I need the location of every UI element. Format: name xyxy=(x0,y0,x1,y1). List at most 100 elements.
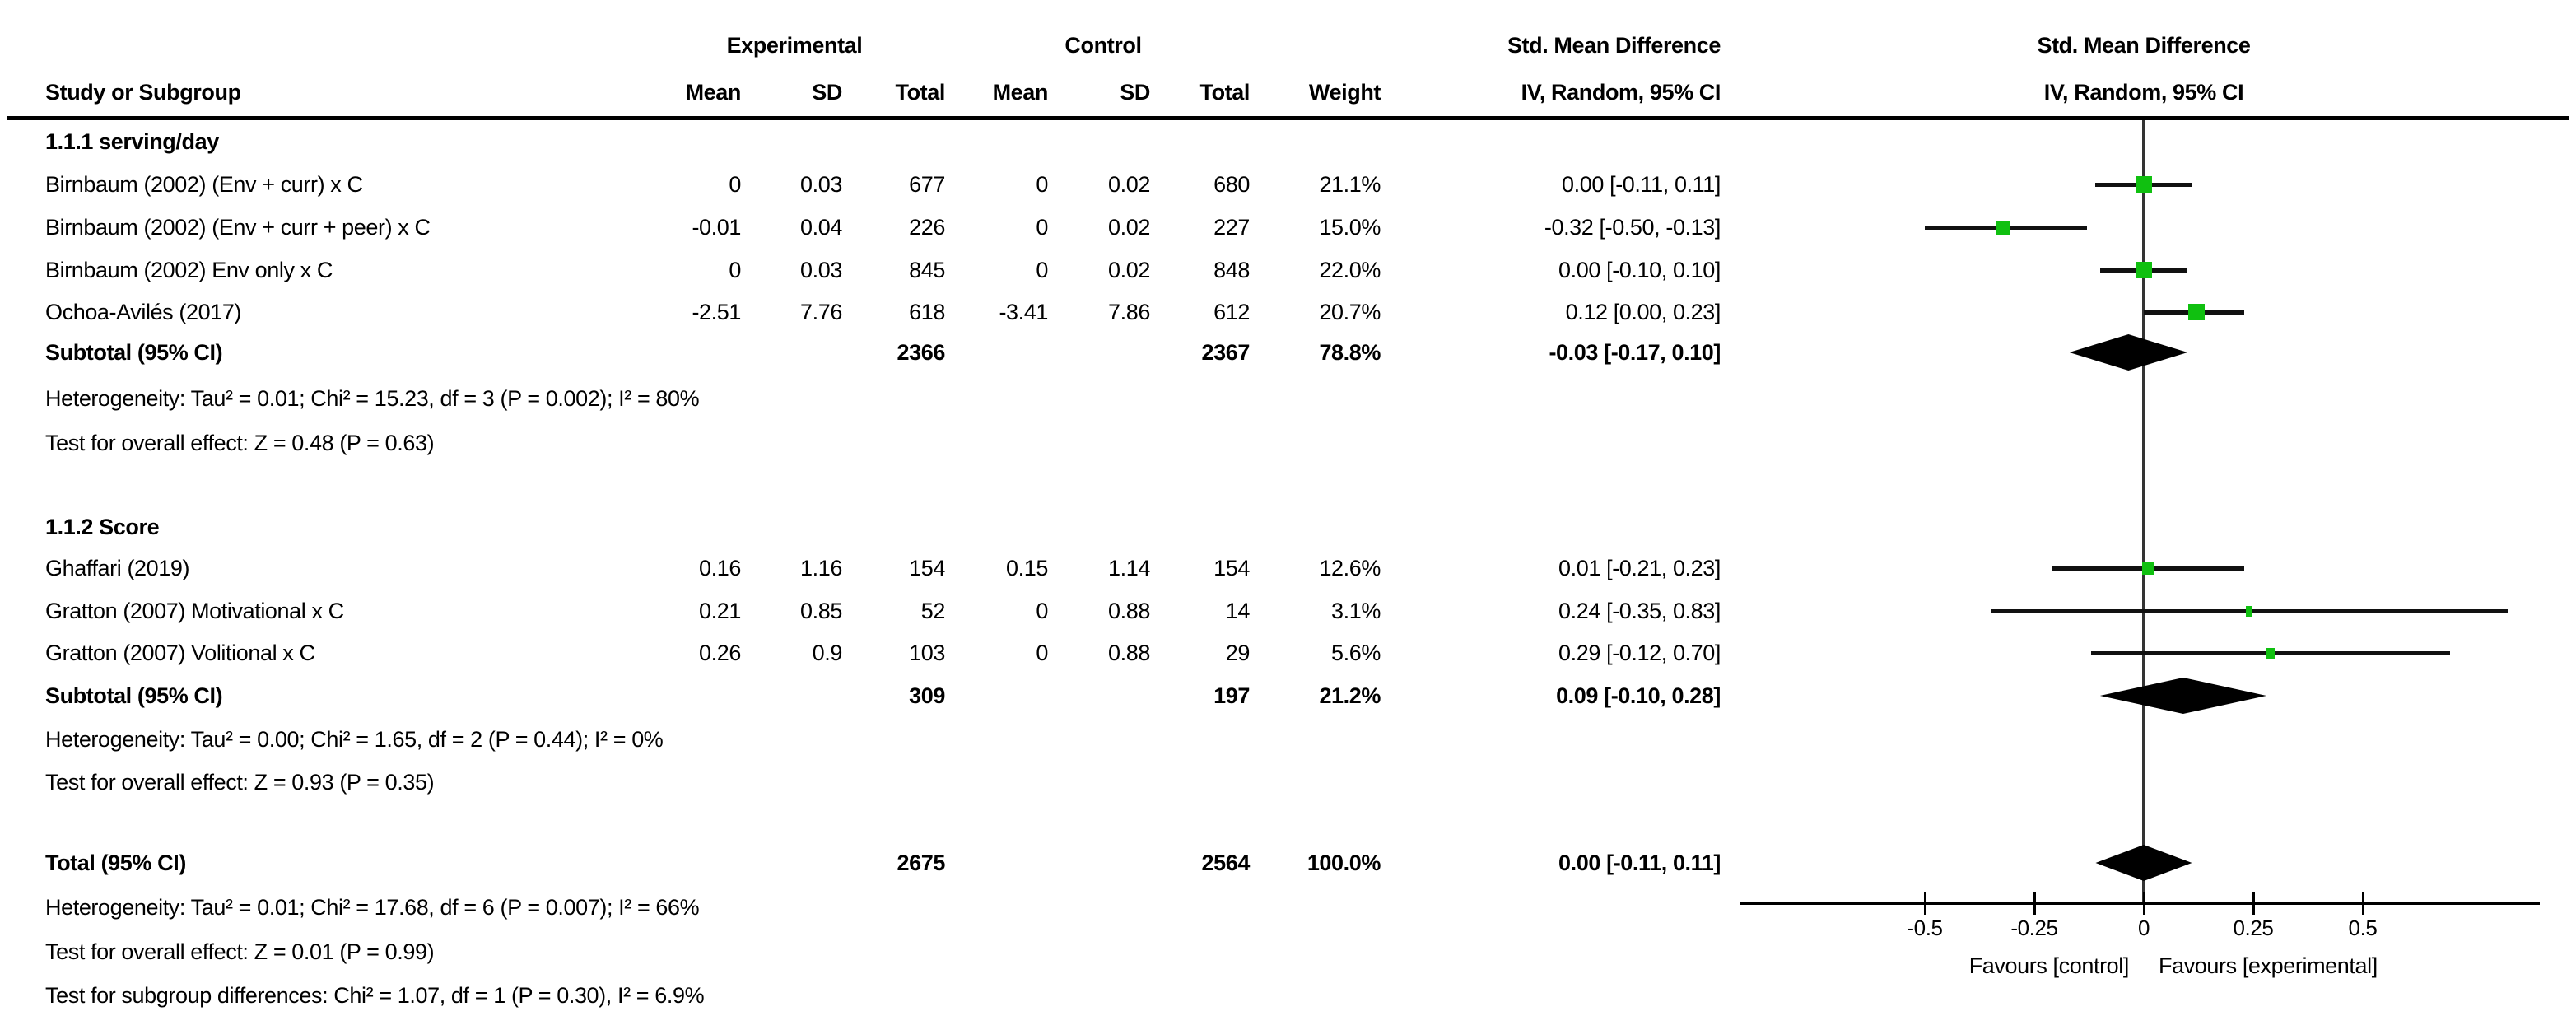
exp-mean: 0.21 xyxy=(699,599,741,623)
x-axis-tick xyxy=(2142,892,2145,915)
heterogeneity-line: Heterogeneity: Tau² = 0.01; Chi² = 17.68… xyxy=(0,893,2576,921)
study-label: Birnbaum (2002) Env only x C xyxy=(45,258,333,282)
ctrl-total: 848 xyxy=(1213,258,1250,282)
exp-sd: 0.9 xyxy=(812,641,843,665)
subgroup-heading-label: 1.1.2 Score xyxy=(45,515,160,539)
overall-effect-line: Test for overall effect: Z = 0.48 (P = 0… xyxy=(0,429,2576,457)
favours-control-label: Favours [control] xyxy=(1968,953,2130,978)
header-divider-rule xyxy=(7,116,2569,120)
weight: 21.1% xyxy=(1319,172,1381,197)
zero-line xyxy=(2142,120,2145,903)
col-iv-right: IV, Random, 95% CI xyxy=(2043,80,2244,105)
ctrl-sd: 0.02 xyxy=(1108,258,1150,282)
exp-total: 618 xyxy=(909,300,945,324)
ctrl-mean: -3.41 xyxy=(999,300,1048,324)
ctrl-total: 612 xyxy=(1213,300,1250,324)
overall-effect-text: Test for overall effect: Z = 0.01 (P = 0… xyxy=(45,939,435,964)
col-study-or-subgroup: Study or Subgroup xyxy=(45,80,241,105)
effect-square xyxy=(2136,176,2152,193)
header-smd-right: Std. Mean Difference xyxy=(2037,33,2251,58)
subtotal-row: Subtotal (95% CI) 309 197 21.2% 0.09 [-0… xyxy=(0,682,2576,710)
x-axis-tick-label: -0.25 xyxy=(2010,916,2058,940)
total-row: Total (95% CI) 2675 2564 100.0% 0.00 [-0… xyxy=(0,849,2576,877)
x-axis-tick xyxy=(1923,892,1926,915)
weight: 3.1% xyxy=(1331,599,1381,623)
exp-sd: 1.16 xyxy=(800,556,842,580)
ctrl-mean: 0.15 xyxy=(1006,556,1048,580)
header-group-row: Experimental Control Std. Mean Differenc… xyxy=(0,31,2576,59)
ci-text: -0.03 [-0.17, 0.10] xyxy=(1549,340,1721,365)
ci-text: 0.29 [-0.12, 0.70] xyxy=(1558,641,1721,665)
exp-mean: 0.26 xyxy=(699,641,741,665)
exp-sd: 0.03 xyxy=(800,258,842,282)
total-label: Total (95% CI) xyxy=(45,851,186,875)
subgroup-heading-label: 1.1.1 serving/day xyxy=(45,129,219,154)
weight: 78.8% xyxy=(1319,340,1381,365)
heterogeneity-text: Heterogeneity: Tau² = 0.00; Chi² = 1.65,… xyxy=(45,727,664,752)
table-row: Gratton (2007) Volitional x C 0.26 0.9 1… xyxy=(0,639,2576,667)
heterogeneity-line: Heterogeneity: Tau² = 0.00; Chi² = 1.65,… xyxy=(0,725,2576,753)
study-label: Gratton (2007) Motivational x C xyxy=(45,599,344,623)
subgroup-heading: 1.1.1 serving/day xyxy=(0,128,2576,156)
heterogeneity-line: Heterogeneity: Tau² = 0.01; Chi² = 15.23… xyxy=(0,385,2576,412)
x-axis-line xyxy=(1740,902,2540,905)
x-axis-tick-label: 0.5 xyxy=(2348,916,2378,940)
table-row: Birnbaum (2002) (Env + curr) x C 0 0.03 … xyxy=(0,170,2576,198)
ci-text: 0.01 [-0.21, 0.23] xyxy=(1558,556,1721,580)
heterogeneity-text: Heterogeneity: Tau² = 0.01; Chi² = 15.23… xyxy=(45,386,700,411)
exp-total: 226 xyxy=(909,215,945,240)
exp-total: 2366 xyxy=(897,340,946,365)
ctrl-mean: 0 xyxy=(1036,258,1048,282)
exp-mean: -2.51 xyxy=(692,300,741,324)
exp-sd: 0.85 xyxy=(800,599,842,623)
col-exp-total: Total xyxy=(895,80,946,105)
col-exp-mean: Mean xyxy=(685,80,742,105)
exp-total: 52 xyxy=(920,599,946,623)
exp-sd: 0.03 xyxy=(800,172,842,197)
exp-mean: 0.16 xyxy=(699,556,741,580)
exp-mean: -0.01 xyxy=(692,215,741,240)
ctrl-total: 14 xyxy=(1225,599,1251,623)
ctrl-sd: 1.14 xyxy=(1108,556,1150,580)
ci-text: 0.09 [-0.10, 0.28] xyxy=(1556,683,1721,708)
exp-total: 309 xyxy=(909,683,945,708)
weight: 20.7% xyxy=(1319,300,1381,324)
study-label: Ochoa-Avilés (2017) xyxy=(45,300,242,324)
study-label: Birnbaum (2002) (Env + curr) x C xyxy=(45,172,363,197)
effect-square xyxy=(2141,562,2154,575)
table-row: Ghaffari (2019) 0.16 1.16 154 0.15 1.14 … xyxy=(0,554,2576,582)
overall-effect-text: Test for overall effect: Z = 0.48 (P = 0… xyxy=(45,431,435,455)
overall-effect-text: Test for overall effect: Z = 0.93 (P = 0… xyxy=(45,770,435,795)
ctrl-total: 680 xyxy=(1213,172,1250,197)
exp-sd: 0.04 xyxy=(800,215,842,240)
header-smd-left: Std. Mean Difference xyxy=(1507,33,1721,58)
x-axis-tick-label: -0.5 xyxy=(1907,916,1943,940)
study-label: Gratton (2007) Volitional x C xyxy=(45,641,315,665)
overall-effect-line: Test for overall effect: Z = 0.01 (P = 0… xyxy=(0,938,2576,966)
subgroup-heading: 1.1.2 Score xyxy=(0,513,2576,541)
col-weight: Weight xyxy=(1308,80,1381,105)
table-row: Gratton (2007) Motivational x C 0.21 0.8… xyxy=(0,597,2576,625)
exp-total: 154 xyxy=(909,556,945,580)
exp-total: 2675 xyxy=(897,851,946,875)
x-axis-tick-label: 0.25 xyxy=(2233,916,2274,940)
ctrl-total: 227 xyxy=(1213,215,1250,240)
ci-text: -0.32 [-0.50, -0.13] xyxy=(1544,215,1721,240)
col-ctrl-sd: SD xyxy=(1120,80,1150,105)
ctrl-total: 29 xyxy=(1225,641,1251,665)
exp-total: 845 xyxy=(909,258,945,282)
weight: 12.6% xyxy=(1319,556,1381,580)
col-iv-left: IV, Random, 95% CI xyxy=(1521,80,1721,105)
effect-square xyxy=(2187,304,2205,320)
table-row: Birnbaum (2002) Env only x C 0 0.03 845 … xyxy=(0,256,2576,284)
study-label: Ghaffari (2019) xyxy=(45,556,190,580)
ctrl-sd: 0.88 xyxy=(1108,599,1150,623)
exp-mean: 0 xyxy=(729,172,741,197)
ctrl-sd: 0.02 xyxy=(1108,215,1150,240)
weight: 100.0% xyxy=(1307,851,1381,875)
effect-square xyxy=(2266,647,2276,659)
exp-total: 103 xyxy=(909,641,945,665)
ci-text: 0.00 [-0.11, 0.11] xyxy=(1558,851,1721,875)
ctrl-mean: 0 xyxy=(1036,641,1048,665)
effect-square xyxy=(2136,262,2152,278)
